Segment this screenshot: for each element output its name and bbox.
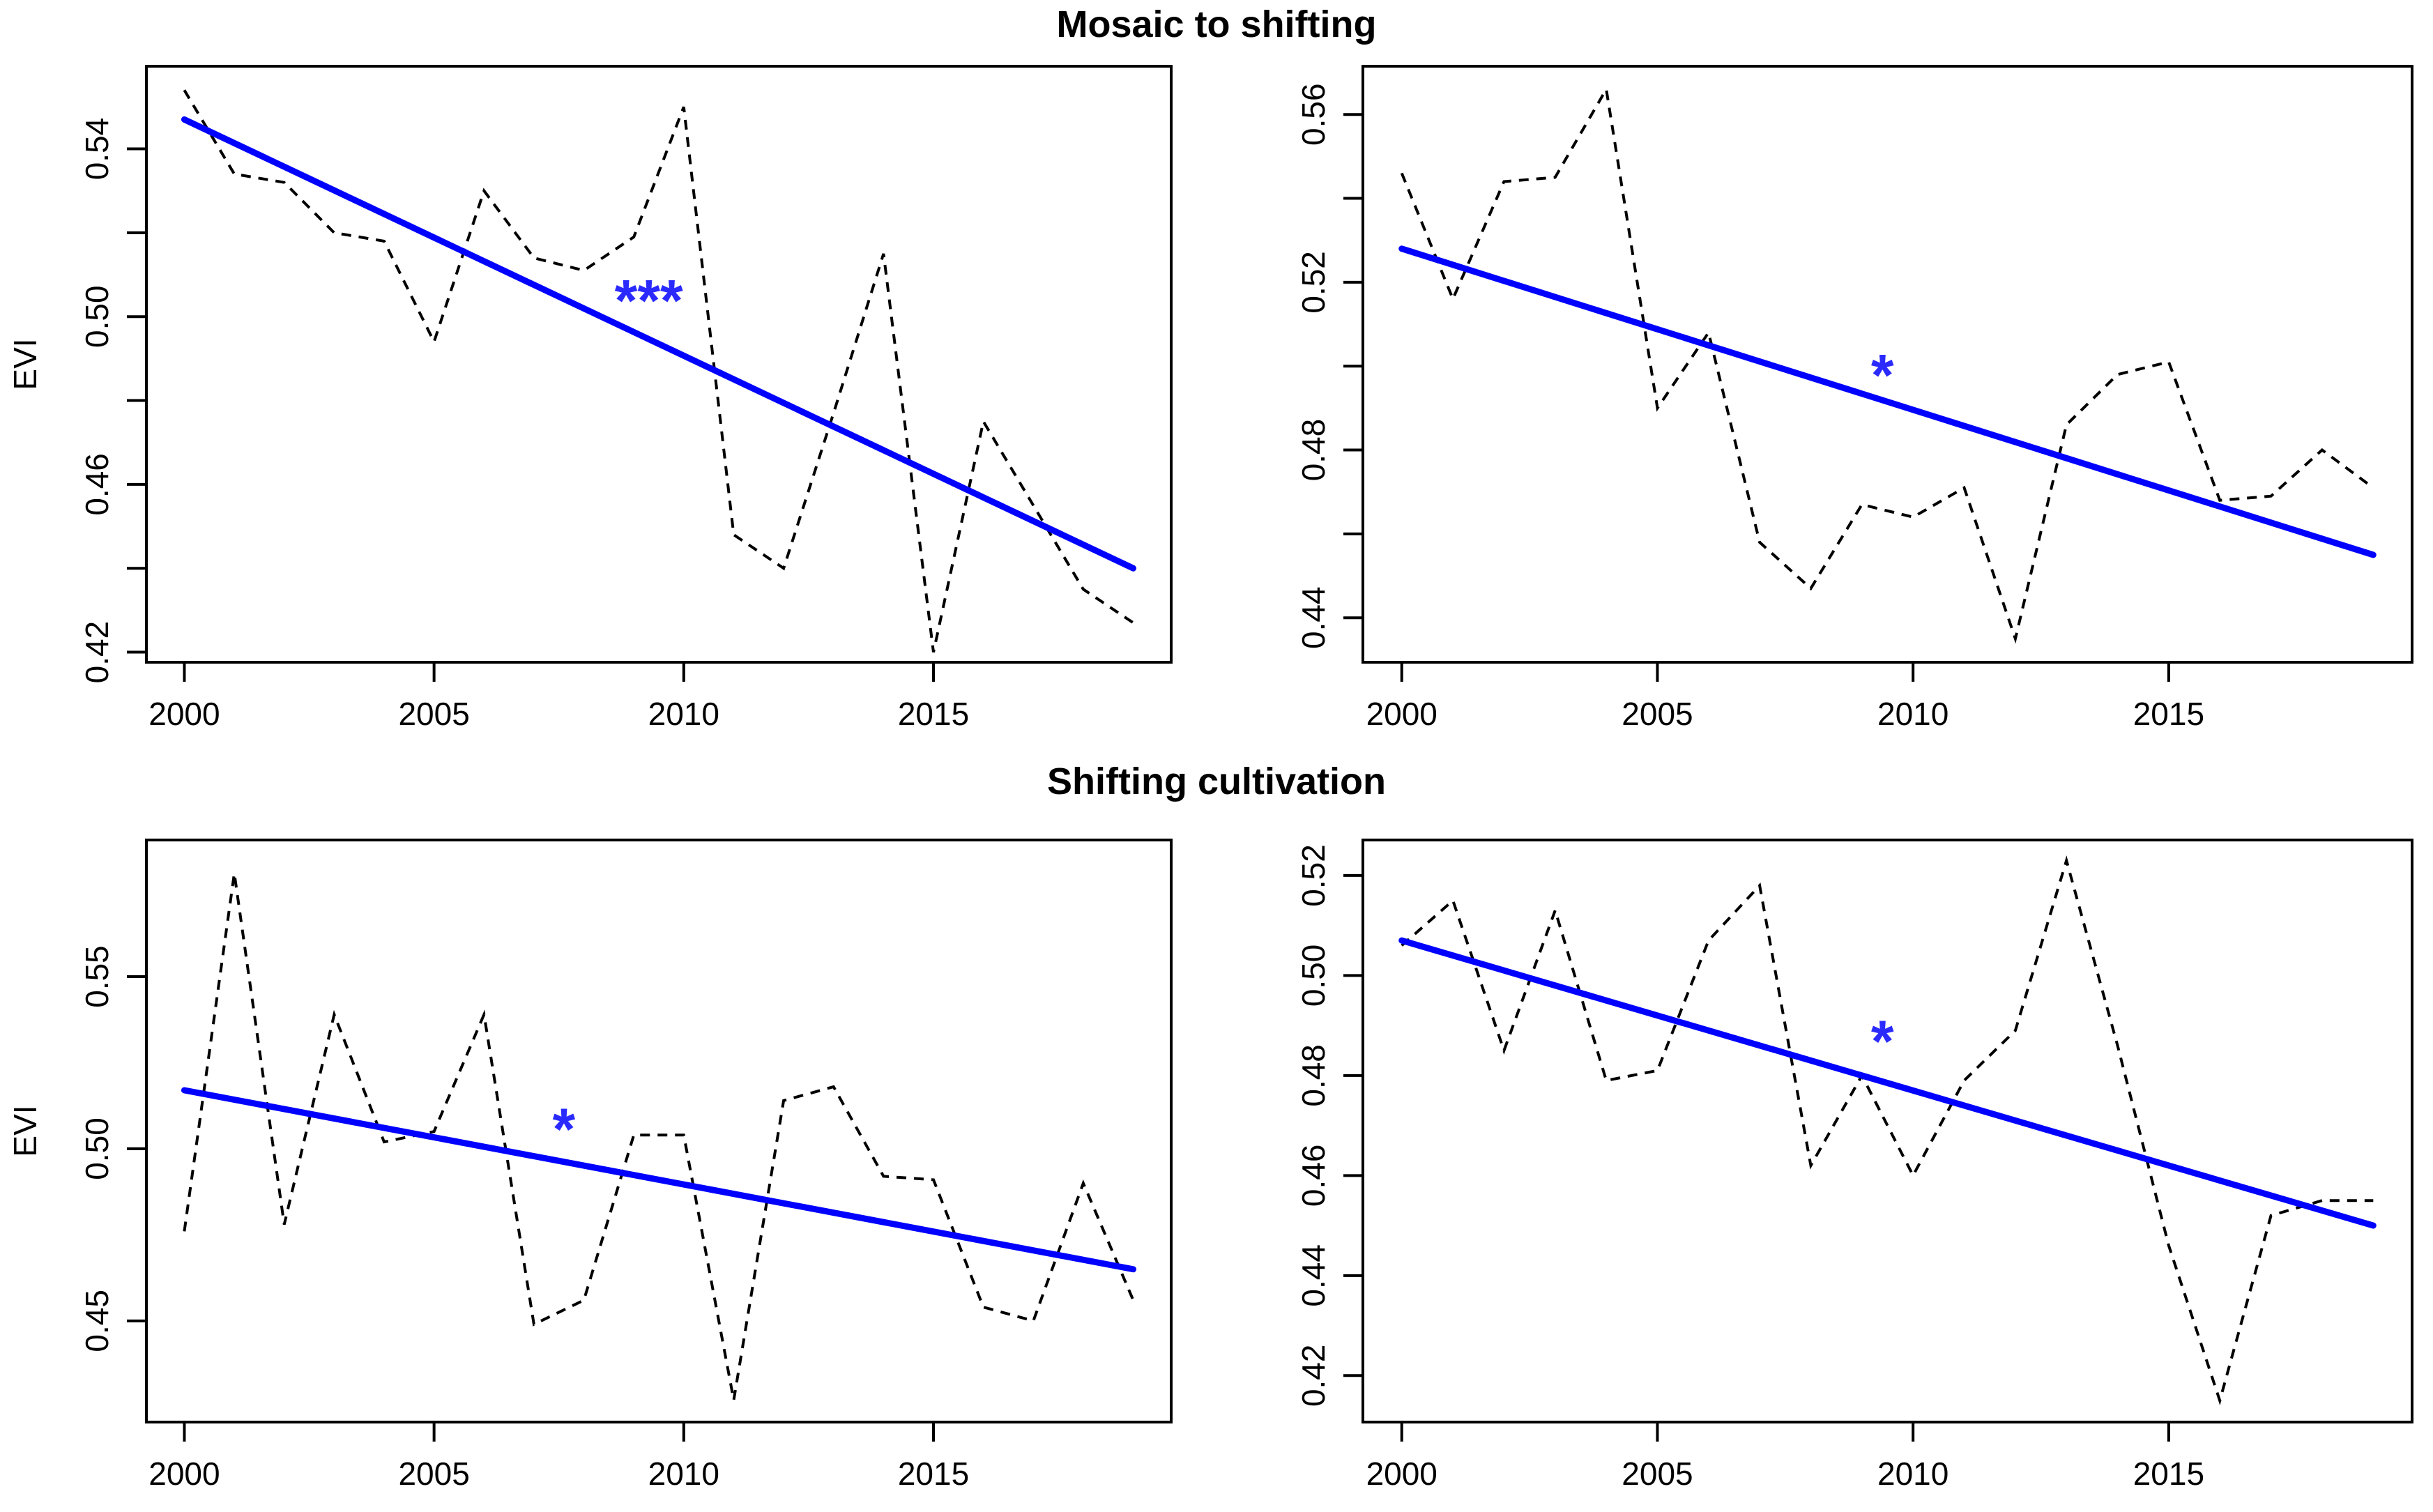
trend-line — [1398, 245, 2377, 558]
panel-shifting-cultivation-left: * 2000 2005 2010 2015 0.45 0.50 0.55 EVI — [0, 756, 1216, 1512]
y-tick-label: 0.50 — [1295, 945, 1332, 1007]
trend-line — [1398, 937, 2377, 1229]
panel-shifting-cultivation-right: * 2000 2005 2010 2015 0.42 0.44 0.46 0.48 0.50 0.5… — [1216, 756, 2433, 1512]
plot-box — [145, 839, 1173, 1423]
x-tick-label: 2005 — [398, 1456, 469, 1492]
significance-marker: * — [1871, 1009, 1894, 1074]
y-tick-label: 0.46 — [1295, 1145, 1332, 1207]
plot-box — [1362, 839, 2413, 1423]
x-tick-label: 2010 — [1877, 696, 1948, 732]
x-tick-label: 2000 — [148, 696, 220, 732]
x-tick-label: 2010 — [648, 1456, 719, 1492]
x-tick-label: 2000 — [1366, 1456, 1437, 1492]
series-line-dashed — [183, 873, 1135, 1400]
series-line-dashed — [1401, 855, 2374, 1406]
chart-svg-shifting-cultivation-right: * 2000 2005 2010 2015 0.42 0.44 0.46 0.48 0.50 0.5… — [1295, 839, 2413, 1492]
trend-line — [181, 1087, 1137, 1273]
y-tick-label: 0.56 — [1295, 83, 1332, 146]
y-tick-label: 0.44 — [1295, 1244, 1332, 1307]
y-tick-label: 0.45 — [79, 1290, 115, 1352]
y-tick-label: 0.42 — [1295, 1345, 1332, 1407]
row-title-mosaic-to-shifting: Mosaic to shifting — [1056, 3, 1377, 45]
x-tick-label: 2005 — [1622, 696, 1693, 732]
panel-mosaic-to-shifting-left: *** 2000 2005 2010 2015 0.42 0.46 0.50 0.54 EVI — [0, 0, 1216, 756]
x-tick-label: 2010 — [1877, 1456, 1948, 1492]
significance-marker: * — [553, 1096, 576, 1161]
chart-svg-mosaic-to-shifting-right: * 2000 2005 2010 2015 0.44 0.48 0.52 0.56 — [1295, 65, 2413, 732]
y-tick-label: 0.46 — [79, 453, 115, 516]
y-axis-title: EVI — [7, 338, 43, 390]
x-tick-label: 2010 — [648, 696, 719, 732]
x-tick-label: 2005 — [1622, 1456, 1693, 1492]
y-axis-title: EVI — [7, 1105, 43, 1156]
x-tick-label: 2015 — [898, 1456, 969, 1492]
x-tick-label: 2000 — [148, 1456, 220, 1492]
y-tick-label: 0.48 — [1295, 1044, 1332, 1107]
trend-line — [181, 116, 1137, 572]
y-tick-label: 0.50 — [79, 285, 115, 348]
chart-svg-shifting-cultivation-left: * 2000 2005 2010 2015 0.45 0.50 0.55 EVI — [7, 839, 1173, 1492]
panel-mosaic-to-shifting-right: * 2000 2005 2010 2015 0.44 0.48 0.52 0.56 — [1216, 0, 2433, 756]
x-tick-label: 2000 — [1366, 696, 1437, 732]
y-tick-label: 0.52 — [1295, 844, 1332, 907]
y-tick-label: 0.42 — [79, 621, 115, 684]
significance-marker: *** — [615, 268, 683, 333]
x-tick-label: 2015 — [2133, 1456, 2204, 1492]
plot-box — [145, 65, 1173, 664]
y-tick-label: 0.55 — [79, 945, 115, 1008]
y-tick-label: 0.54 — [79, 118, 115, 181]
x-tick-label: 2015 — [898, 696, 969, 732]
x-tick-label: 2005 — [398, 696, 469, 732]
y-tick-label: 0.50 — [79, 1117, 115, 1180]
y-tick-label: 0.52 — [1295, 251, 1332, 314]
y-tick-label: 0.44 — [1295, 586, 1332, 649]
significance-marker: * — [1871, 342, 1894, 408]
plot-box — [1362, 65, 2413, 664]
x-tick-label: 2015 — [2133, 696, 2204, 732]
row-title-shifting-cultivation: Shifting cultivation — [1047, 761, 1386, 802]
y-tick-label: 0.48 — [1295, 419, 1332, 482]
series-line-dashed — [1400, 85, 2374, 644]
chart-svg-mosaic-to-shifting-left: *** 2000 2005 2010 2015 0.42 0.46 0.50 0.54 EVI — [7, 65, 1173, 732]
series-line-dashed — [183, 89, 1134, 653]
